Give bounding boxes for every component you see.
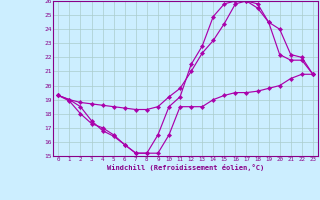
X-axis label: Windchill (Refroidissement éolien,°C): Windchill (Refroidissement éolien,°C) (107, 164, 264, 171)
